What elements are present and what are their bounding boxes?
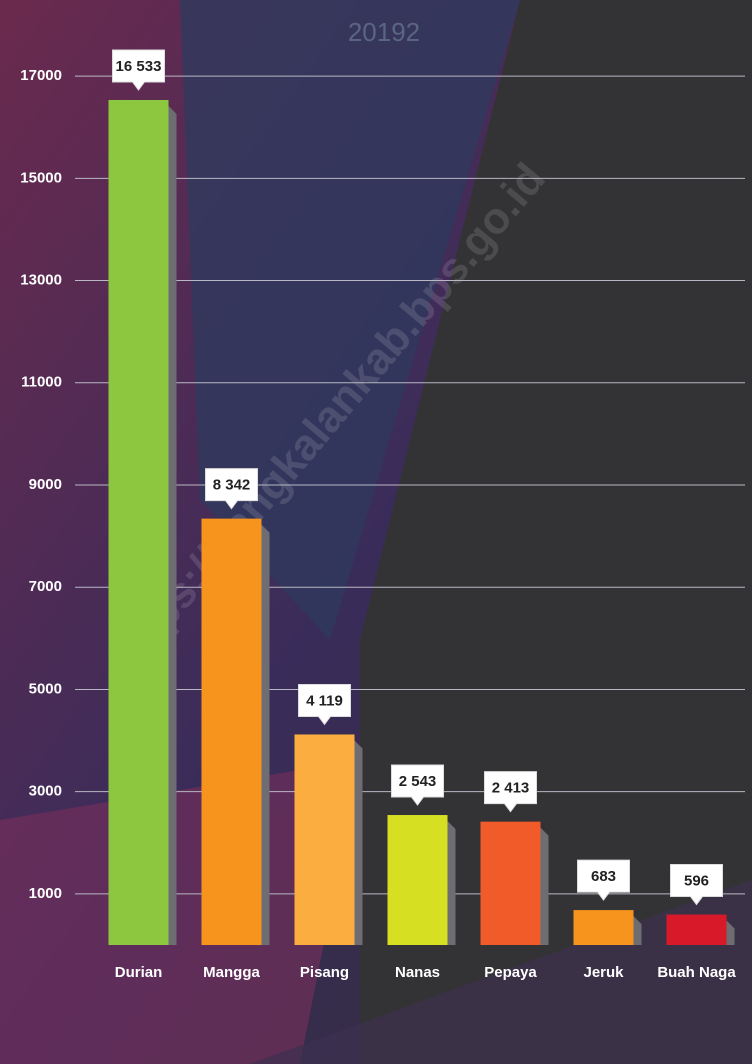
bar	[201, 518, 262, 945]
y-tick-label: 7000	[29, 578, 62, 595]
bar-shadow	[540, 827, 549, 945]
bar-shadow	[633, 916, 642, 945]
value-callout	[577, 859, 630, 901]
y-tick-label: 5000	[29, 680, 62, 697]
y-tick-label: 9000	[29, 476, 62, 493]
value-label: 683	[591, 868, 616, 885]
background-shape	[360, 0, 752, 1064]
y-tick-label: 11000	[21, 374, 62, 391]
bar-shadow	[447, 821, 456, 945]
value-callout	[205, 468, 258, 510]
value-callout	[391, 764, 444, 806]
value-callout	[670, 864, 723, 906]
value-label: 596	[684, 873, 709, 890]
y-tick-label: 17000	[20, 67, 62, 84]
value-label: 8 342	[213, 477, 251, 494]
value-label: 16 533	[116, 58, 162, 75]
x-tick-label: Durian	[115, 964, 163, 981]
bar	[480, 821, 541, 945]
bar-shadow	[168, 105, 177, 946]
value-callout	[112, 49, 165, 91]
value-callout	[484, 771, 537, 813]
bar	[294, 734, 355, 945]
background-shape	[180, 0, 520, 640]
chart-title: 20192	[348, 17, 420, 47]
value-label: 4 119	[306, 692, 343, 709]
bar	[108, 99, 169, 946]
bar-shadow	[726, 920, 735, 945]
background-shape	[0, 760, 360, 1064]
value-label: 2 543	[399, 773, 437, 790]
x-tick-label: Pisang	[300, 964, 349, 981]
y-tick-label: 15000	[20, 169, 62, 186]
value-label: 2 413	[492, 780, 530, 797]
x-tick-label: Buah Naga	[657, 964, 736, 981]
bar-shadow	[261, 524, 270, 945]
y-tick-label: 3000	[29, 783, 62, 800]
bar	[666, 914, 727, 945]
x-tick-label: Nanas	[395, 964, 440, 981]
y-tick-label: 13000	[20, 272, 62, 289]
bar-shadow	[354, 740, 363, 945]
x-tick-label: Pepaya	[484, 964, 537, 981]
value-callout	[298, 683, 351, 726]
bar	[387, 815, 448, 945]
bar	[573, 910, 634, 945]
x-tick-label: Jeruk	[583, 964, 624, 981]
x-tick-label: Mangga	[203, 964, 260, 981]
y-tick-label: 1000	[29, 885, 62, 902]
